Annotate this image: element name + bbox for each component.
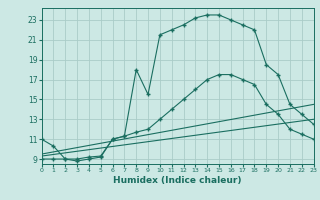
X-axis label: Humidex (Indice chaleur): Humidex (Indice chaleur) [113, 176, 242, 185]
